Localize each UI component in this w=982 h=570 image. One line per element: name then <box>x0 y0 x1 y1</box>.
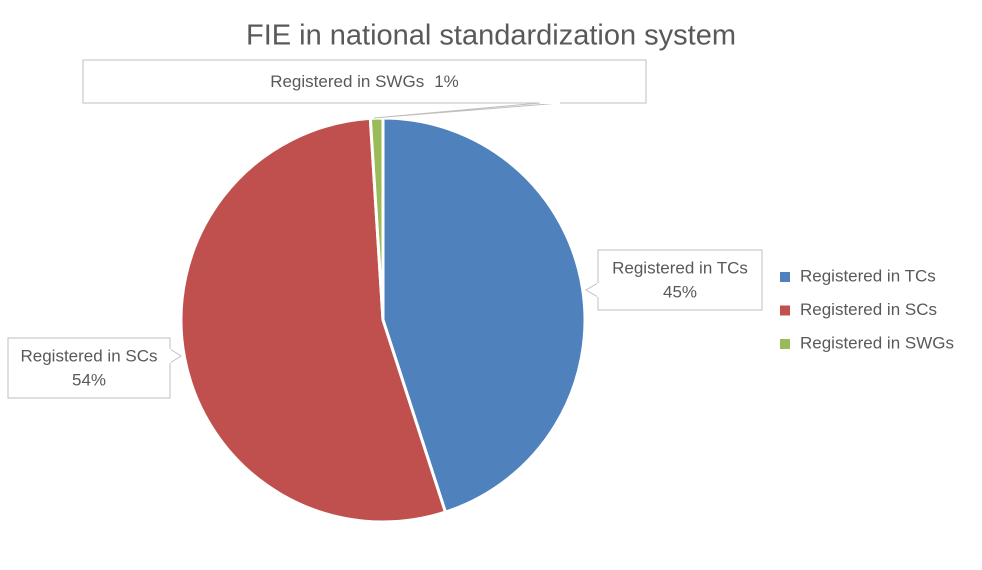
legend-swatch <box>780 272 790 282</box>
legend-label: Registered in SCs <box>800 300 937 319</box>
data-label-value: 1% <box>434 72 459 91</box>
data-label: Registered in SWGs 1% <box>270 72 459 91</box>
callout-box <box>82 59 647 104</box>
data-label-value: 45% <box>663 282 697 301</box>
legend-swatch <box>780 339 790 349</box>
data-label-value: 54% <box>72 370 106 389</box>
callout-box <box>7 337 171 399</box>
data-label-name: Registered in SCs <box>20 346 157 365</box>
legend-swatch <box>780 305 790 316</box>
legend-label: Registered in SWGs <box>800 333 954 352</box>
legend-label: Registered in TCs <box>800 266 936 285</box>
data-label-name: Registered in SWGs <box>270 72 424 91</box>
pie-slice <box>381 116 587 515</box>
chart-title: FIE in national standardization system <box>246 20 736 52</box>
pie-slice <box>179 116 448 524</box>
callout-box <box>597 249 763 311</box>
data-label-name: Registered in TCs <box>612 258 748 277</box>
